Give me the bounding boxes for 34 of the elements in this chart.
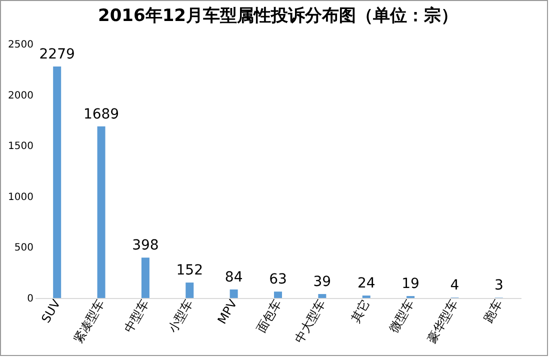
x-tick-label: 面包车 — [254, 297, 284, 336]
bar — [230, 289, 238, 298]
data-label: 39 — [313, 274, 332, 290]
y-tick-label: 1500 — [8, 141, 34, 152]
data-label: 1689 — [83, 106, 120, 122]
data-label: 24 — [357, 276, 376, 292]
y-tick-label: 2500 — [8, 40, 34, 50]
x-tick-label: 其它 — [348, 297, 372, 325]
y-tick-label: 2000 — [8, 90, 34, 102]
data-label: 63 — [269, 272, 287, 288]
data-label: 3 — [494, 278, 504, 294]
chart-title: 2016年12月车型属性投诉分布图（单位：宗） — [98, 6, 458, 26]
x-tick-label: 微型车 — [386, 297, 417, 336]
bar — [97, 126, 106, 298]
x-tick-label: 豪华型车 — [424, 297, 461, 346]
data-label: 19 — [402, 276, 420, 292]
x-tick-label: 紧凑型车 — [71, 297, 108, 346]
data-label: 84 — [224, 269, 243, 286]
y-tick-label: 500 — [14, 242, 34, 254]
x-tick-label: 跑车 — [480, 297, 505, 325]
bar — [53, 66, 62, 298]
data-label: 2279 — [39, 46, 75, 62]
bar — [318, 294, 326, 298]
x-tick-label: 中型车 — [121, 297, 152, 336]
bar — [186, 282, 194, 298]
y-tick-label: 0 — [27, 294, 34, 304]
y-tick-label: 1000 — [8, 192, 34, 203]
x-tick-label: 中大型车 — [292, 297, 328, 346]
bar — [274, 292, 282, 298]
x-tick-label: 小型车 — [166, 297, 196, 336]
data-label: 398 — [132, 238, 159, 254]
data-label: 4 — [450, 278, 460, 294]
bar — [141, 258, 150, 298]
data-label: 152 — [176, 262, 204, 279]
